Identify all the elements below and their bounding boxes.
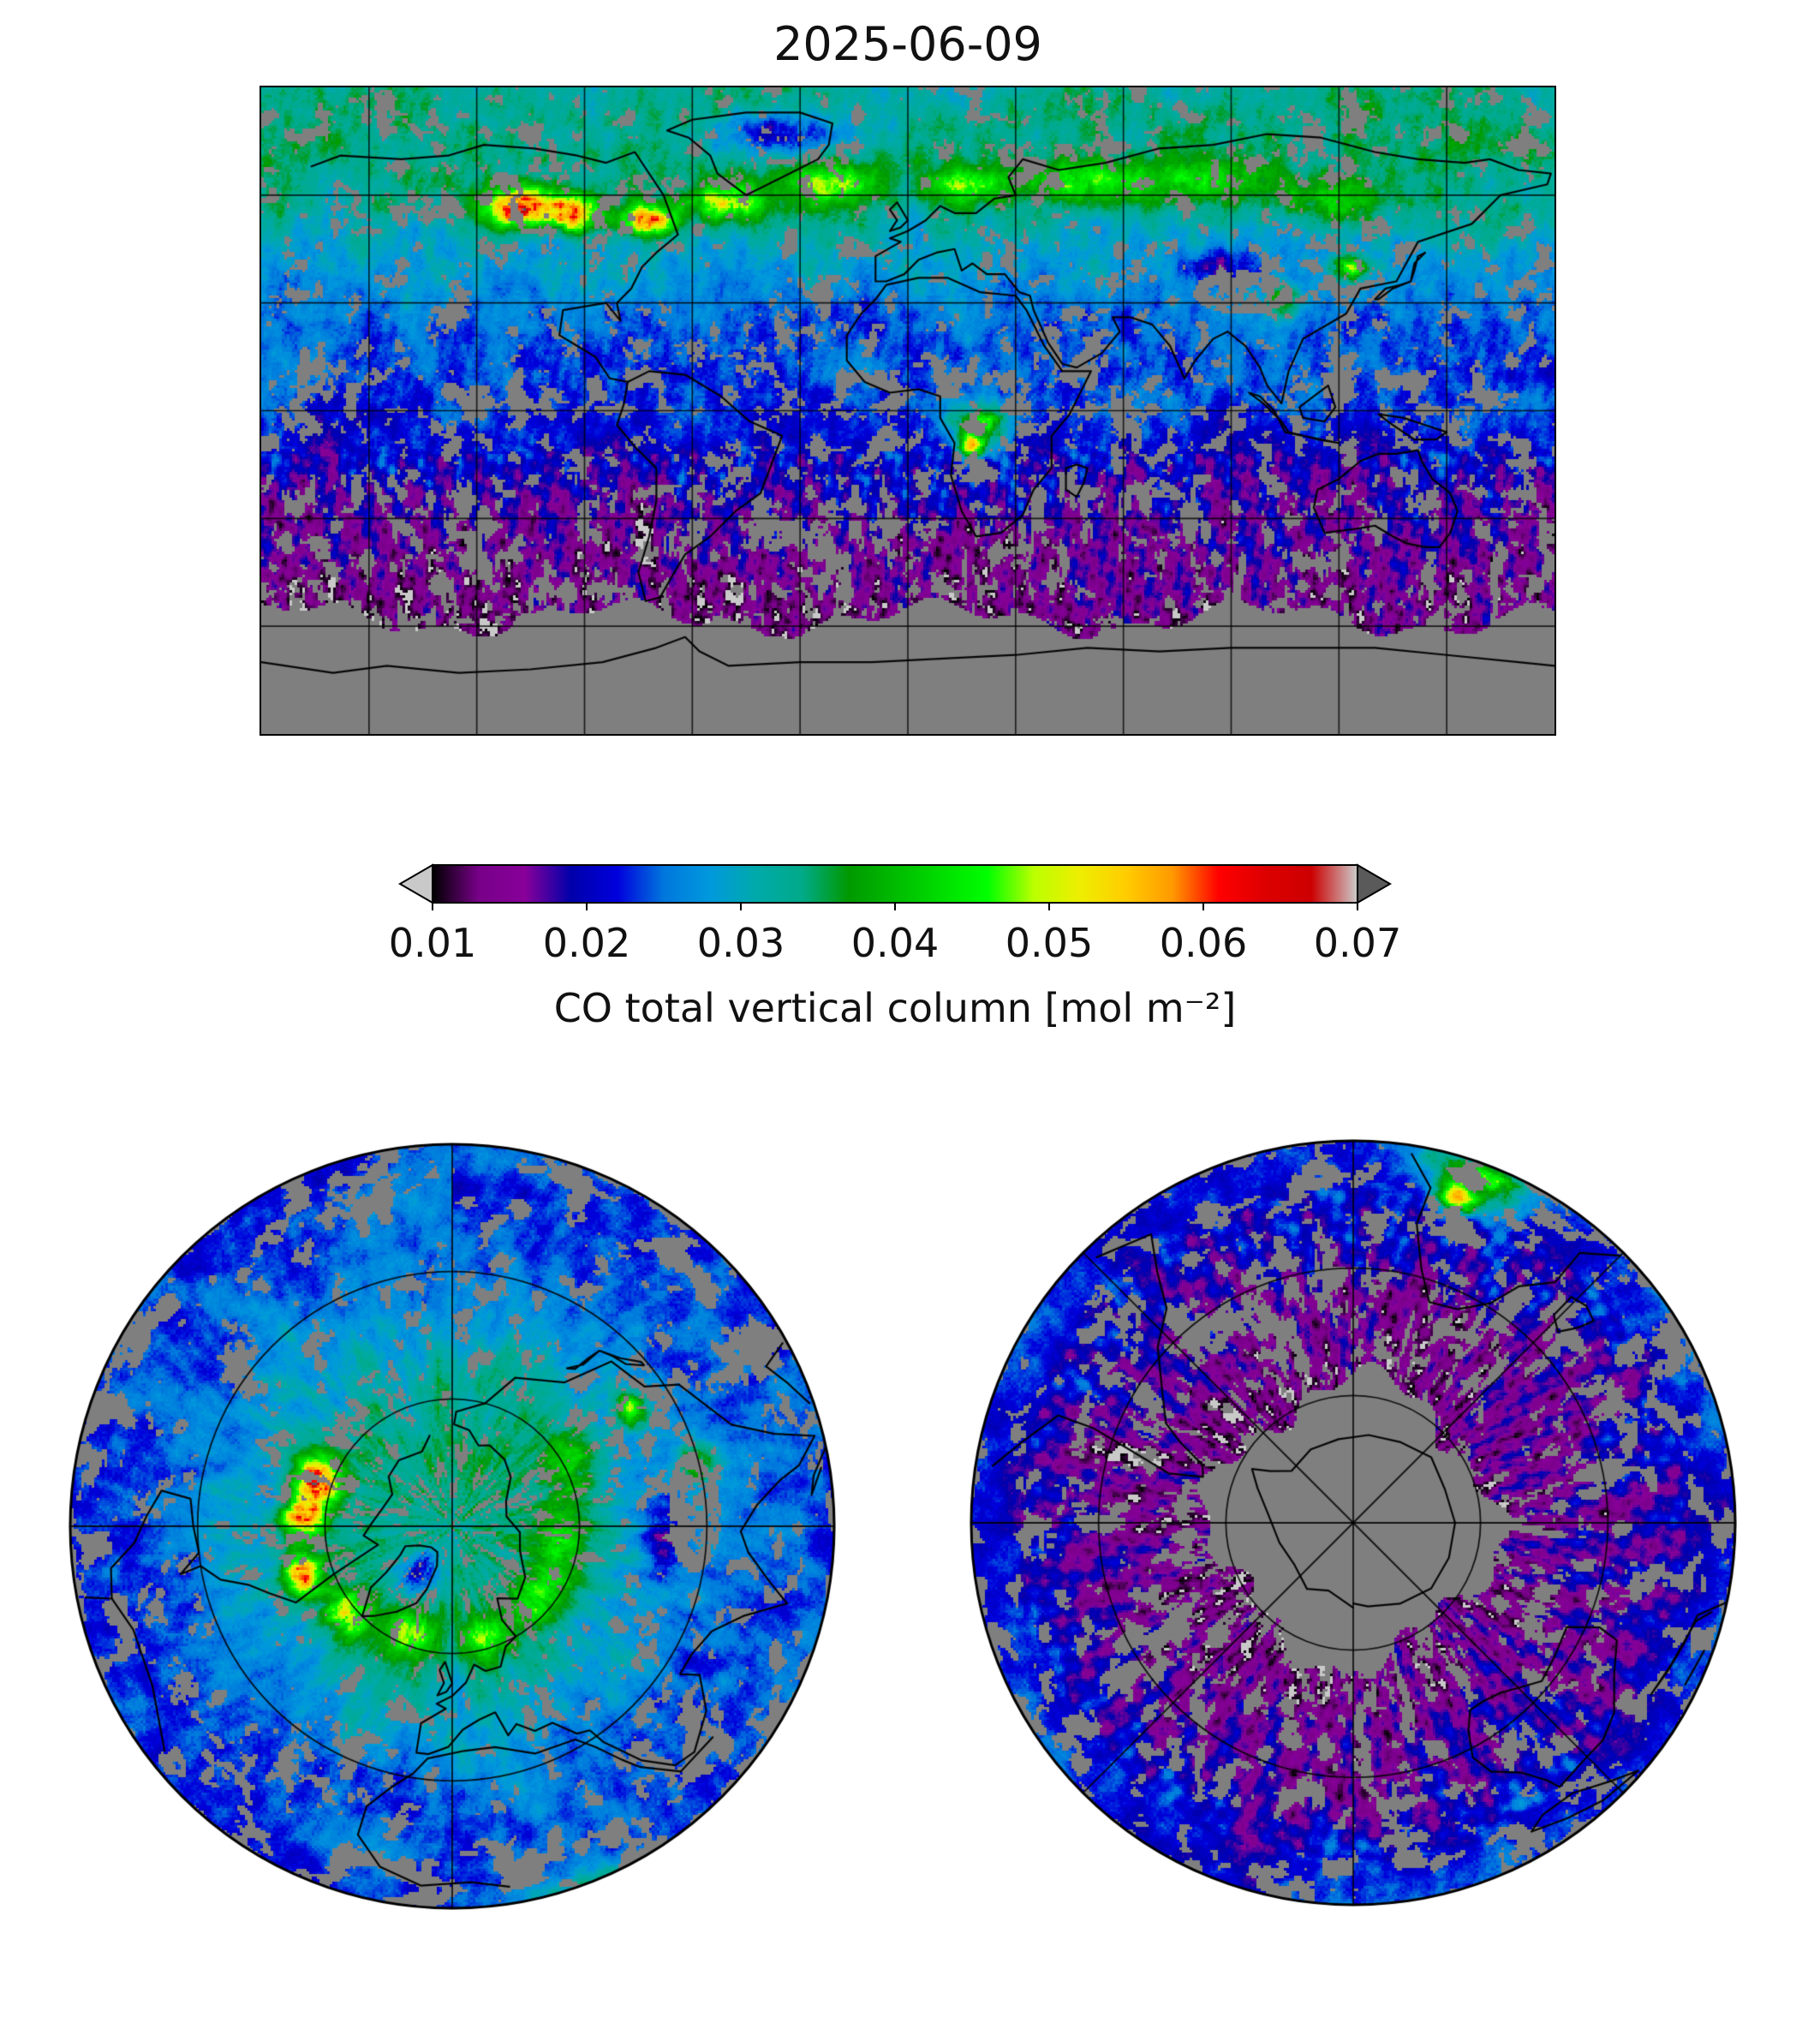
colorbar-tick-label: 0.03 bbox=[696, 920, 785, 966]
colorbar-tick-label: 0.04 bbox=[850, 920, 940, 966]
colorbar-tick-label: 0.06 bbox=[1159, 920, 1248, 966]
colorbar-gradient bbox=[432, 864, 1358, 904]
north-polar-co-map bbox=[69, 1143, 836, 1910]
colorbar-tick-label: 0.01 bbox=[388, 920, 477, 966]
global-co-map bbox=[261, 87, 1554, 734]
colorbar-tick-labels: 0.01 0.02 0.03 0.04 0.05 0.06 0.07 bbox=[389, 920, 1401, 970]
colorbar-tick-label: 0.07 bbox=[1313, 920, 1402, 966]
colorbar-tick-label: 0.05 bbox=[1005, 920, 1094, 966]
colorbar-under-arrow bbox=[398, 863, 433, 904]
global-map-panel bbox=[260, 86, 1556, 736]
colorbar-label: CO total vertical column [mol m⁻²] bbox=[553, 985, 1237, 1031]
colorbar-over-arrow bbox=[1357, 863, 1392, 904]
colorbar-tickmarks bbox=[432, 903, 1358, 910]
south-polar-co-map bbox=[970, 1139, 1737, 1907]
figure-title: 2025-06-09 bbox=[773, 17, 1042, 71]
colorbar bbox=[398, 863, 1392, 910]
colorbar-tick-label: 0.02 bbox=[542, 920, 631, 966]
